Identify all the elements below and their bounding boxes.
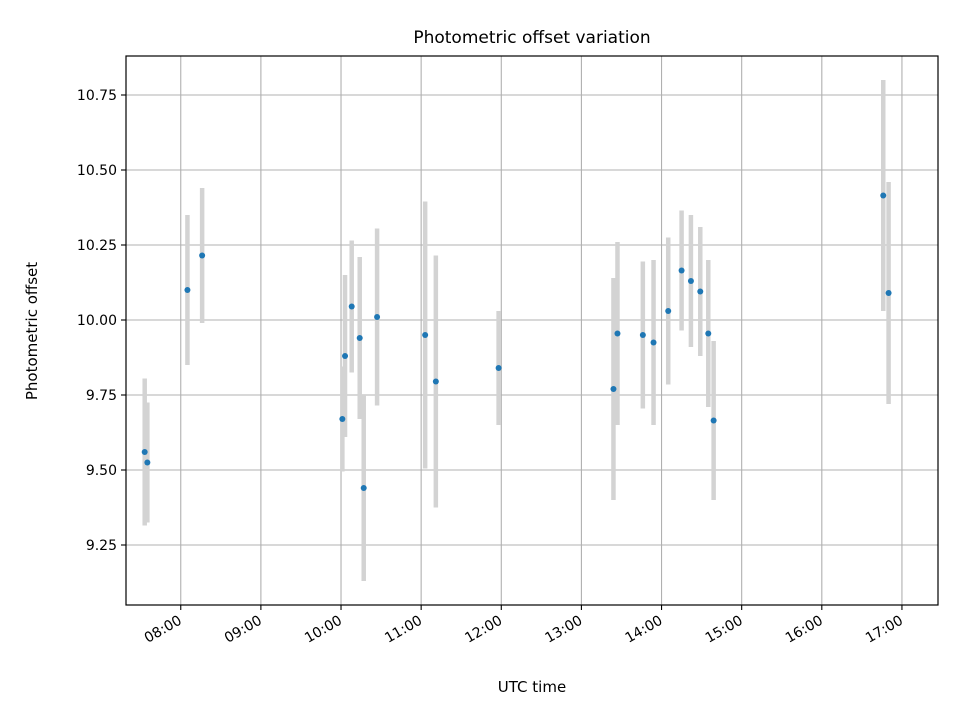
y-tick-label: 10.50	[77, 163, 117, 179]
x-tick-label: 16:00	[783, 613, 826, 647]
data-point	[199, 252, 206, 259]
data-points	[141, 192, 892, 491]
x-tick-label: 15:00	[703, 613, 746, 647]
y-tick-label: 9.50	[86, 463, 117, 479]
data-point	[432, 378, 439, 385]
plot-area-frame	[125, 55, 939, 606]
data-point	[880, 192, 887, 199]
grid-lines	[126, 56, 938, 605]
data-point	[348, 303, 355, 310]
x-tick-label: 09:00	[222, 613, 265, 647]
data-point	[360, 485, 367, 491]
y-tick-label: 10.75	[77, 88, 117, 104]
data-point	[610, 386, 617, 392]
data-point	[678, 267, 685, 274]
x-tick-label: 14:00	[623, 613, 666, 647]
y-tick-label: 10.00	[77, 313, 117, 329]
y-axis-ticks: 9.25 9.50 9.75 10.00 10.25 10.50 10.75	[77, 88, 126, 554]
data-point	[665, 308, 672, 314]
error-bars	[142, 80, 891, 581]
data-point	[144, 459, 151, 466]
data-point	[639, 332, 646, 338]
data-point	[650, 339, 657, 346]
data-point	[422, 332, 429, 338]
chart-title: Photometric offset variation	[413, 28, 650, 48]
x-tick-label: 13:00	[542, 613, 585, 647]
data-point	[687, 278, 694, 284]
y-tick-label: 9.25	[86, 538, 117, 554]
x-axis-label: UTC time	[498, 678, 566, 696]
data-point	[342, 353, 349, 359]
x-tick-label: 12:00	[462, 613, 505, 647]
data-point	[339, 416, 346, 422]
x-axis-ticks: 08:00 09:00 10:00 11:00 12:00 13:00 14:00 15:00…	[142, 605, 906, 647]
data-point	[614, 330, 621, 337]
y-tick-label: 9.75	[86, 388, 117, 404]
data-point	[495, 365, 502, 371]
data-point	[356, 335, 363, 341]
x-tick-label: 11:00	[382, 613, 425, 647]
x-tick-label: 08:00	[142, 613, 185, 647]
data-point	[705, 330, 712, 337]
data-point	[141, 449, 148, 455]
data-point	[697, 288, 704, 295]
y-axis-label: Photometric offset	[23, 262, 41, 400]
x-tick-label: 10:00	[302, 613, 345, 647]
data-point	[710, 417, 717, 424]
data-point	[374, 314, 381, 320]
data-point	[184, 287, 191, 293]
data-point	[885, 290, 892, 296]
x-tick-label: 17:00	[863, 613, 906, 647]
y-tick-label: 10.25	[77, 238, 117, 254]
